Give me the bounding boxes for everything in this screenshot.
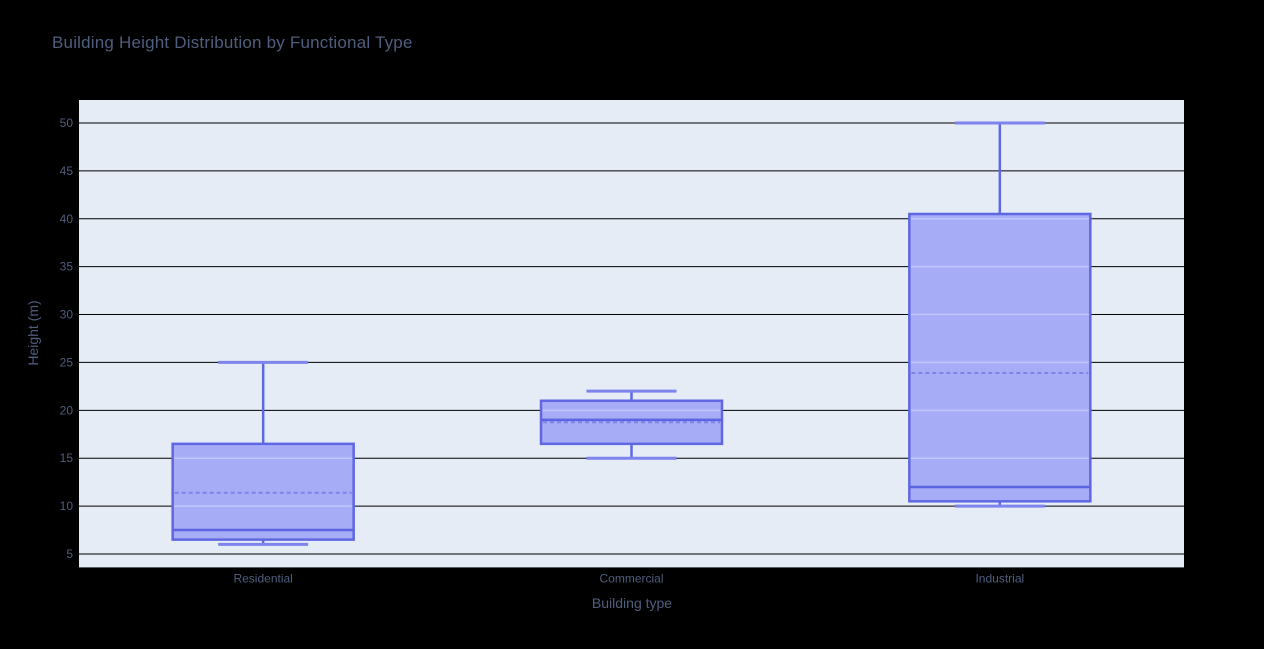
y-tick-label: 5 [66,547,73,561]
chart-title: Building Height Distribution by Function… [52,33,413,52]
y-tick-label: 20 [60,403,74,417]
y-tick-label: 25 [60,355,74,369]
box-industrial [908,212,1092,503]
y-tick-label: 35 [60,260,74,274]
x-tick-label-commercial: Commercial [599,571,663,585]
y-tick-label: 10 [60,499,74,513]
x-tick-label-residential: Residential [233,571,292,585]
x-tick-label-industrial: Industrial [975,571,1024,585]
y-tick-label: 15 [60,451,74,465]
y-axis-title: Height (m) [25,300,41,366]
x-axis-title: Building type [591,595,673,611]
y-tick-label: 45 [60,164,74,178]
y-tick-label: 50 [60,116,74,130]
box-commercial [539,399,724,446]
y-tick-label: 40 [60,212,74,226]
y-tick-label: 30 [60,308,74,322]
